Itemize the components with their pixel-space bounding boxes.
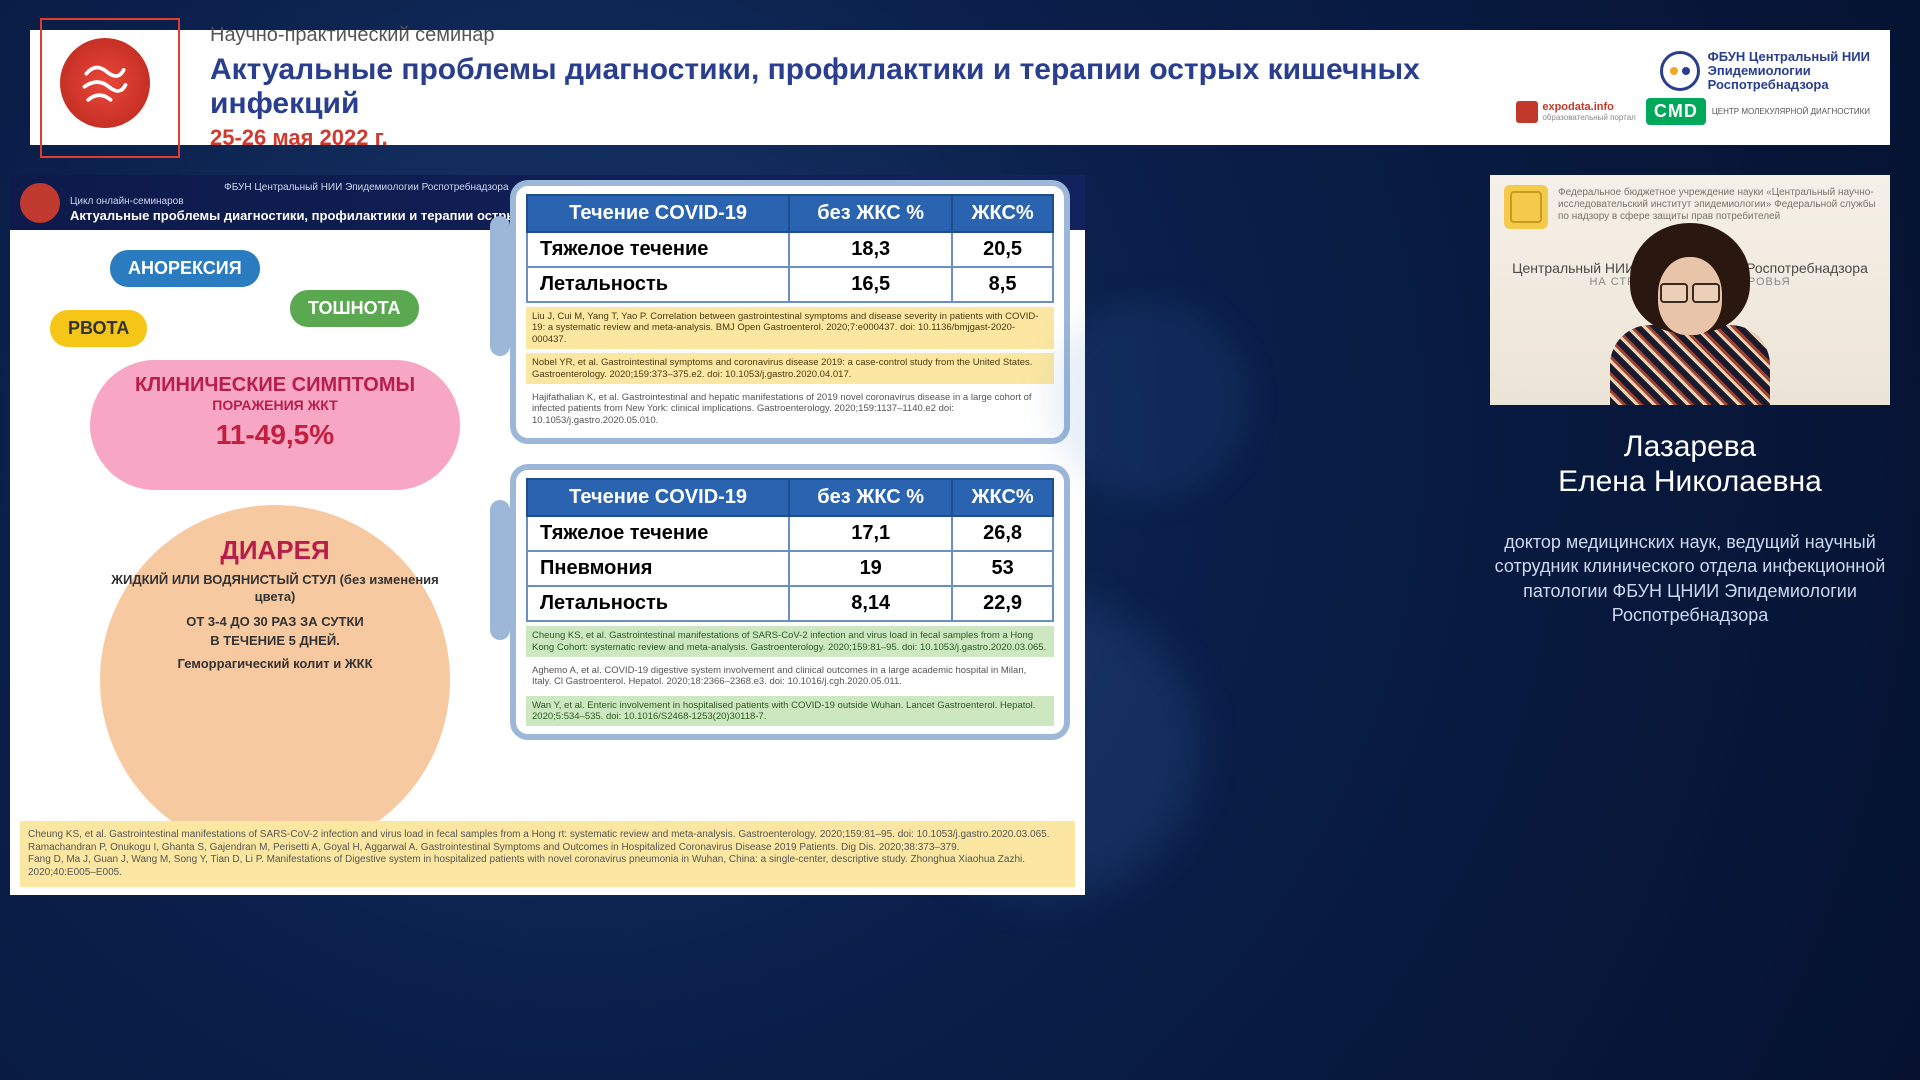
- speaker-video: Федеральное бюджетное учреждение науки «…: [1490, 175, 1890, 405]
- header-partner-logos: ФБУН Центральный НИИ Эпидемиологии Роспо…: [1516, 50, 1870, 126]
- th: ЖКС%: [952, 195, 1053, 232]
- citation: Cheung KS, et al. Gastrointestinal manif…: [526, 626, 1054, 657]
- diarrhea-title: ДИАРЕЯ: [100, 535, 450, 566]
- covid-table-2: Течение COVID-19 без ЖКС % ЖКС% Тяжелое …: [526, 478, 1054, 622]
- th: без ЖКС %: [789, 195, 952, 232]
- diarrhea-l2: ЖИДКИЙ ИЛИ ВОДЯНИСТЫЙ СТУЛ (без изменени…: [100, 572, 450, 606]
- table-header-row: Течение COVID-19 без ЖКС % ЖКС%: [527, 479, 1053, 516]
- expodata-logo: expodata.info образовательный портал: [1516, 101, 1636, 123]
- header-bar: Научно-практический семинар Актуальные п…: [30, 30, 1890, 145]
- org-logo-icon: [1660, 51, 1700, 91]
- expodata-icon: [1516, 101, 1538, 123]
- diarrhea-l3: ОТ 3-4 ДО 30 РАЗ ЗА СУТКИ: [100, 614, 450, 629]
- citation: Nobel YR, et al. Gastrointestinal sympto…: [526, 353, 1054, 384]
- header-text-block: Научно-практический семинар Актуальные п…: [210, 24, 1516, 151]
- org-logo: ФБУН Центральный НИИ Эпидемиологии Роспо…: [1660, 50, 1870, 93]
- cmd-box: CMD: [1646, 98, 1706, 125]
- center-line2: ПОРАЖЕНИЯ ЖКТ: [90, 397, 460, 413]
- symptom-vomit: РВОТА: [50, 310, 147, 347]
- cmd-logo: CMD ЦЕНТР МОЛЕКУЛЯРНОЙ ДИАГНОСТИКИ: [1646, 98, 1870, 125]
- th: ЖКС%: [952, 479, 1053, 516]
- header-pretitle: Научно-практический семинар: [210, 24, 1516, 47]
- table-row: Тяжелое течение 18,3 20,5: [527, 232, 1053, 267]
- tables-panel: Течение COVID-19 без ЖКС % ЖКС% Тяжелое …: [510, 180, 1070, 760]
- th: Течение COVID-19: [527, 195, 789, 232]
- diarrhea-circle: ДИАРЕЯ ЖИДКИЙ ИЛИ ВОДЯНИСТЫЙ СТУЛ (без и…: [100, 505, 450, 855]
- symptom-nausea: ТОШНОТА: [290, 290, 419, 327]
- speaker-firstname: Елена Николаевна: [1490, 465, 1890, 500]
- covid-table-1: Течение COVID-19 без ЖКС % ЖКС% Тяжелое …: [526, 194, 1054, 303]
- sub-logos: expodata.info образовательный портал CMD…: [1516, 98, 1870, 125]
- th: без ЖКС %: [789, 479, 952, 516]
- symptom-anorexia: АНОРЕКСИЯ: [110, 250, 260, 287]
- slide-mini-logo-icon: [20, 183, 60, 223]
- th: Течение COVID-19: [527, 479, 789, 516]
- center-line1: КЛИНИЧЕСКИЕ СИМПТОМЫ: [90, 374, 460, 397]
- citation: Liu J, Cui M, Yang T, Yao P. Correlation…: [526, 307, 1054, 349]
- header-date: 25-26 мая 2022 г.: [210, 125, 1516, 151]
- center-line3: 11-49,5%: [90, 419, 460, 451]
- citation: Hajifathalian K, et al. Gastrointestinal…: [526, 388, 1054, 430]
- table-header-row: Течение COVID-19 без ЖКС % ЖКС%: [527, 195, 1053, 232]
- table-row: Тяжелое течение 17,1 26,8: [527, 516, 1053, 551]
- seminar-logo-icon: [60, 38, 150, 128]
- header-title: Актуальные проблемы диагностики, профила…: [210, 53, 1516, 121]
- table-row: Летальность 16,5 8,5: [527, 267, 1053, 302]
- table-frame-1: Течение COVID-19 без ЖКС % ЖКС% Тяжелое …: [510, 180, 1070, 444]
- table-row: Летальность 8,14 22,9: [527, 586, 1053, 621]
- citation: Aghemo A, et al. COVID-19 digestive syst…: [526, 661, 1054, 692]
- table-frame-2: Течение COVID-19 без ЖКС % ЖКС% Тяжелое …: [510, 464, 1070, 740]
- cmd-sub: ЦЕНТР МОЛЕКУЛЯРНОЙ ДИАГНОСТИКИ: [1712, 108, 1870, 116]
- symptom-diagram: АНОРЕКСИЯ ТОШНОТА РВОТА КЛИНИЧЕСКИЕ СИМП…: [10, 240, 510, 700]
- org-logo-text: ФБУН Центральный НИИ Эпидемиологии Роспо…: [1708, 50, 1870, 93]
- institution-emblem-icon: [1504, 185, 1548, 229]
- expodata-sub: образовательный портал: [1542, 113, 1636, 122]
- diarrhea-l5: Геморрагический колит и ЖКК: [100, 656, 450, 671]
- slide-references: Cheung KS, et al. Gastrointestinal manif…: [20, 821, 1075, 887]
- speaker-credentials: доктор медицинских наук, ведущий научный…: [1490, 530, 1890, 627]
- seminar-logo-frame: [40, 18, 180, 158]
- expodata-text: expodata.info: [1542, 101, 1636, 113]
- citation: Wan Y, et al. Enteric involvement in hos…: [526, 696, 1054, 727]
- speaker-portrait-icon: [1600, 215, 1780, 405]
- speaker-name: Лазарева Елена Николаевна: [1490, 430, 1890, 499]
- diarrhea-l4: В ТЕЧЕНИЕ 5 ДНЕЙ.: [100, 633, 450, 648]
- speaker-surname: Лазарева: [1490, 430, 1890, 465]
- center-oval: КЛИНИЧЕСКИЕ СИМПТОМЫ ПОРАЖЕНИЯ ЖКТ 11-49…: [90, 360, 460, 490]
- table-row: Пневмония 19 53: [527, 551, 1053, 586]
